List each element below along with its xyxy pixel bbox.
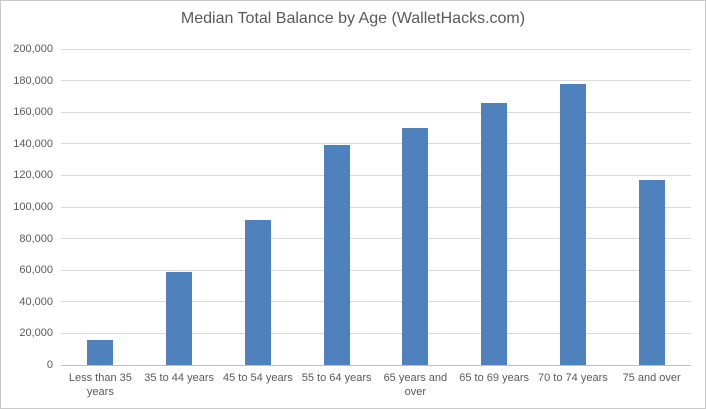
bar (481, 102, 508, 365)
gridline (61, 332, 691, 334)
y-axis-tick-label: 160,000 (13, 106, 53, 119)
gridline (61, 48, 691, 50)
gridline (61, 269, 691, 271)
gridline (61, 80, 691, 82)
y-axis-tick-label: 100,000 (13, 201, 53, 213)
y-axis-tick-label: 120,000 (13, 169, 53, 182)
y-axis-tick-label: 180,000 (13, 74, 53, 87)
y-axis-tick-label: 200,000 (13, 43, 53, 55)
y-axis-tick-label: 20,000 (19, 327, 53, 340)
x-axis-category-label: 65 to 69 years (459, 372, 529, 384)
x-axis-category-label: 65 years and over (383, 372, 448, 398)
y-axis-tick-label: 80,000 (19, 232, 53, 245)
y-axis-tick-label: 60,000 (19, 264, 53, 277)
gridline (61, 301, 691, 303)
gridline (61, 206, 691, 208)
x-axis-category-label: 75 and over (622, 372, 681, 384)
y-axis-tick-label: 140,000 (13, 137, 53, 150)
bar (323, 145, 350, 365)
x-axis-category-label: 55 to 64 years (301, 372, 372, 384)
y-axis-tick-label: 40,000 (19, 295, 53, 308)
x-axis-category-label: Less than 35 years (68, 372, 132, 398)
gridline (61, 174, 691, 176)
gridline (61, 143, 691, 145)
x-axis-category-label: 45 to 54 years (223, 372, 293, 384)
gridline (61, 111, 691, 113)
chart-title: Median Total Balance by Age (WalletHacks… (180, 10, 526, 27)
bar (87, 339, 114, 365)
bar (638, 180, 665, 365)
bar (244, 219, 271, 365)
x-axis-category-label: 35 to 44 years (144, 372, 214, 384)
bar (166, 271, 193, 365)
x-axis-line (61, 365, 691, 366)
bar (402, 128, 429, 365)
x-axis-category-label: 70 to 74 years (538, 372, 608, 384)
gridline (61, 238, 691, 240)
y-axis-tick-label: 0 (46, 359, 53, 371)
bar (559, 83, 586, 365)
